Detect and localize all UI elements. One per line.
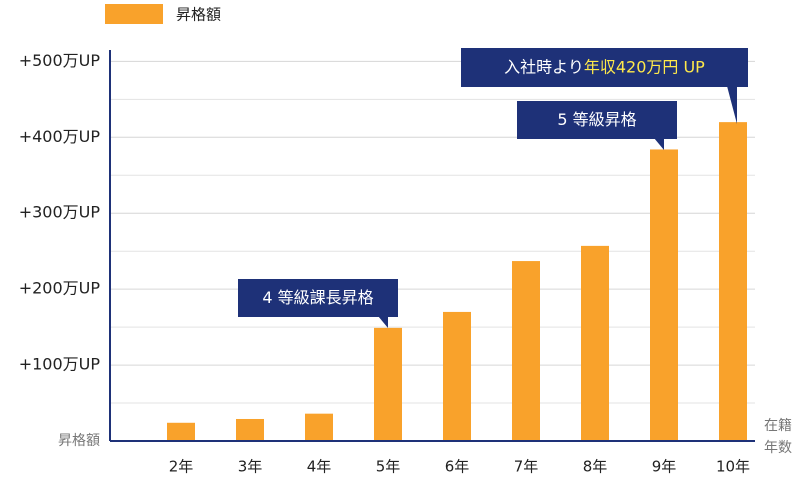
y-tick-label: +500万UP [19, 51, 101, 70]
x-axis-label: 年数 [764, 440, 792, 456]
callout-text-part: 5 等級昇格 [557, 110, 636, 129]
callout-box [238, 279, 398, 317]
bar [581, 245, 609, 441]
bar [236, 418, 264, 441]
y-tick-label: +200万UP [19, 279, 101, 298]
x-tick-label: 5年 [376, 458, 401, 476]
callout-pointer [727, 86, 737, 124]
legend-label: 昇格額 [176, 6, 221, 24]
x-tick-label: 3年 [238, 458, 263, 476]
legend-swatch [105, 4, 163, 24]
bar [512, 261, 540, 441]
bar [719, 122, 747, 441]
bar [305, 413, 333, 441]
x-tick-label: 2年 [169, 458, 194, 476]
callout-text: 5 等級昇格 [557, 110, 636, 129]
callout-text-part: 4 等級課長昇格 [262, 288, 373, 307]
bar [167, 422, 195, 441]
bar [443, 311, 471, 441]
y-tick-label: +400万UP [19, 127, 101, 146]
y-tick-label: +300万UP [19, 203, 101, 222]
x-tick-label: 10年 [716, 458, 750, 476]
y-tick-label: +100万UP [19, 355, 101, 374]
callout-highlight: 年収420万円 UP [584, 57, 705, 76]
callout-pointer [378, 316, 388, 328]
callout-box [517, 101, 677, 139]
callout-text: 入社時より年収420万円 UP [504, 57, 705, 76]
x-tick-label: 7年 [514, 458, 539, 476]
x-tick-label: 8年 [583, 458, 608, 476]
x-axis-label: 在籍 [764, 417, 792, 434]
callout-box [461, 48, 748, 87]
callout-text-part: 入社時より [504, 57, 584, 76]
callout-text: 4 等級課長昇格 [262, 288, 373, 307]
bar [374, 327, 402, 441]
callout-pointer [654, 138, 664, 150]
x-tick-label: 9年 [652, 458, 677, 476]
bar [650, 149, 678, 441]
x-tick-label: 4年 [307, 458, 332, 476]
x-tick-label: 6年 [445, 458, 470, 476]
y-axis-label: 昇格額 [58, 433, 100, 449]
